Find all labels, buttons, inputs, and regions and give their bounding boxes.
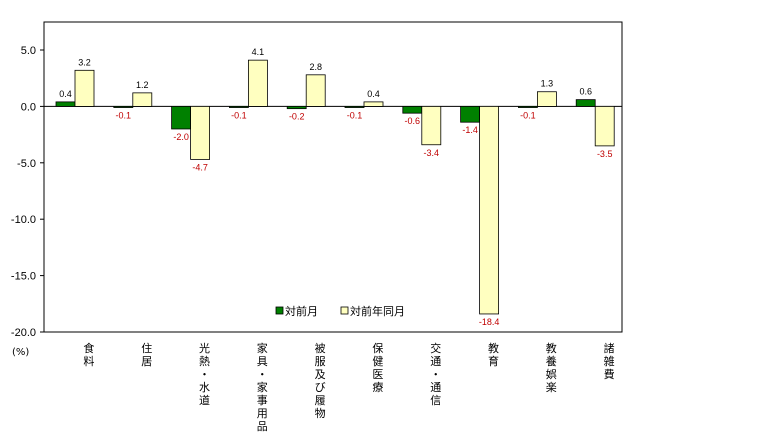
bar-yoy-1 [132,92,153,107]
category-label-3: 家具・家事用品 [257,341,268,433]
bar-yoy-7 [479,106,500,315]
data-label-yoy-9: -3.5 [597,149,613,159]
data-label-mom-0: 0.4 [59,89,72,99]
category-label-9: 諸雑費 [604,341,615,381]
bar-yoy-2 [190,106,211,160]
data-label-yoy-8: 1.3 [541,79,554,89]
bar-mom-0 [55,101,76,107]
category-label-5: 保健医療 [372,341,383,394]
data-label-yoy-3: 4.1 [252,47,265,57]
data-label-mom-2: -2.0 [173,132,189,142]
category-label-6: 交通・通信 [430,341,441,407]
legend-label-mom: 対前月 [285,304,318,318]
bar-yoy-3 [247,59,268,107]
bar-mom-5 [344,106,365,108]
category-label-0: 食料 [83,341,94,368]
y-unit-label: (%) [12,347,29,358]
category-label-4: 被服及び履物 [315,342,326,420]
category-label-2: 光熱・水道 [199,341,210,407]
category-label-1: 住居 [141,341,152,368]
data-label-mom-5: -0.1 [347,111,363,121]
y-tick-label: -20.0 [11,327,36,339]
bar-mom-3 [228,106,249,108]
data-label-mom-1: -0.1 [116,111,132,121]
data-label-mom-9: 0.6 [579,87,592,97]
y-tick-label: 0.0 [21,101,36,113]
legend-swatch-mom [275,306,284,315]
bar-yoy-0 [74,69,95,107]
bar-mom-1 [113,106,134,108]
bar-yoy-4 [305,74,326,107]
category-label-7: 教育 [488,342,499,368]
y-tick-label: -5.0 [17,158,36,170]
bar-mom-7 [460,106,481,123]
y-tick-label: -10.0 [11,214,36,226]
legend-swatch-yoy [340,306,349,315]
y-tick-label: -15.0 [11,271,36,283]
data-label-mom-8: -0.1 [520,111,536,121]
data-label-yoy-5: 0.4 [367,89,380,99]
bar-mom-8 [518,106,538,108]
bar-mom-4 [286,106,307,110]
data-label-mom-6: -0.6 [405,116,421,126]
bar-mom-6 [402,106,423,114]
legend: 対前月 対前年同月 [275,304,405,318]
data-label-mom-3: -0.1 [231,111,247,121]
data-label-mom-4: -0.2 [289,112,305,122]
category-label-8: 教養娯楽 [546,342,557,394]
legend-label-yoy: 対前年同月 [350,304,405,318]
data-label-yoy-4: 2.8 [309,62,322,72]
data-label-mom-7: -1.4 [462,125,478,135]
bar-mom-9 [575,99,596,107]
data-label-yoy-2: -4.7 [192,162,208,172]
data-label-yoy-6: -3.4 [424,148,440,158]
bar-yoy-8 [537,91,557,107]
y-tick-label: 5.0 [21,45,36,57]
bar-yoy-9 [594,106,615,147]
bar-mom-2 [171,106,192,130]
data-label-yoy-7: -18.4 [479,317,500,327]
plot-area [43,21,623,333]
data-label-yoy-0: 3.2 [78,57,91,67]
bar-yoy-5 [363,101,384,107]
data-label-yoy-1: 1.2 [136,80,149,90]
bar-yoy-6 [421,106,442,146]
